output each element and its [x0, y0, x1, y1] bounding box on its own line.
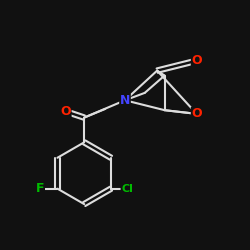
Text: F: F [36, 182, 44, 195]
Text: O: O [192, 54, 202, 67]
Text: O: O [60, 105, 71, 118]
Text: Cl: Cl [121, 184, 133, 194]
Text: O: O [192, 108, 202, 120]
Text: N: N [120, 94, 130, 107]
